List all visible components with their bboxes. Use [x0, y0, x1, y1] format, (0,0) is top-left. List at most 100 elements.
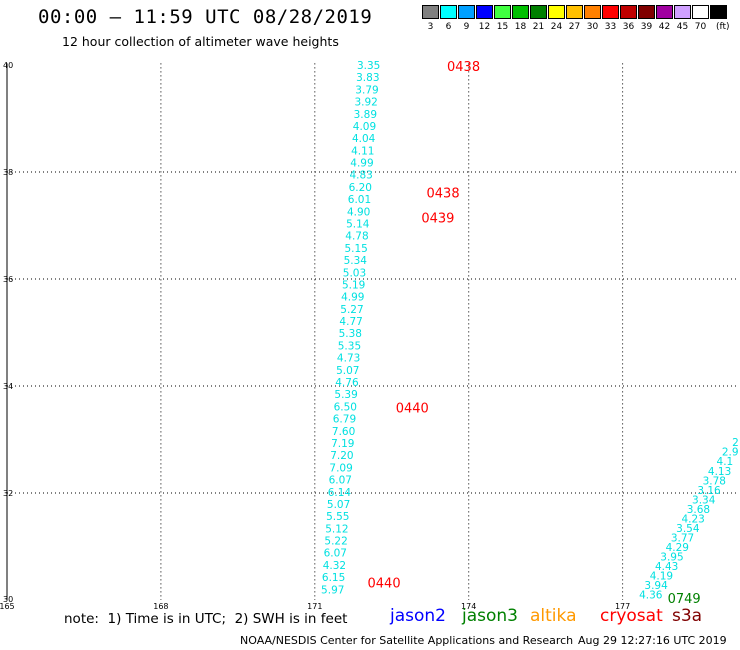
wave-height-value: 3.34 — [692, 494, 716, 506]
map-subtitle: 12 hour collection of altimeter wave hei… — [62, 34, 339, 49]
wave-height-value: 4.76 — [335, 377, 359, 389]
legend-swatch — [674, 5, 691, 19]
wave-height-value: 6.07 — [329, 475, 352, 487]
legend-swatch — [602, 5, 619, 19]
wave-height-value: 4.19 — [650, 571, 673, 583]
wave-height-value: 3.77 — [671, 532, 694, 544]
legend-swatch-label: 15 — [496, 22, 509, 32]
legend-swatch-label: 33 — [604, 22, 617, 32]
longitude-tick-label: 174 — [461, 602, 476, 611]
wave-height-value: 3.68 — [687, 504, 710, 516]
wave-height-value: 5.03 — [343, 267, 366, 279]
wave-height-value: 5.27 — [340, 304, 363, 316]
wave-height-value: 6.07 — [324, 548, 347, 560]
wave-height-value: 3.83 — [356, 72, 379, 84]
wave-height-value: 3.78 — [703, 475, 726, 487]
legend-swatch-label: 70 — [694, 22, 707, 32]
wave-height-value: 4.09 — [353, 121, 376, 133]
pass-time-label: 0440 — [368, 576, 401, 591]
wave-height-value: 7.09 — [329, 462, 352, 474]
latitude-tick-label: 38 — [3, 168, 13, 177]
wave-height-value: 5.97 — [321, 584, 344, 596]
wave-height-value: 4.78 — [345, 231, 368, 243]
wave-height-value: 4.43 — [655, 561, 678, 573]
wave-height-value: 4.23 — [681, 513, 704, 525]
wave-height-value: 5.07 — [336, 365, 359, 377]
longitude-tick-label: 168 — [153, 602, 168, 611]
wave-height-value: 7.20 — [330, 450, 353, 462]
map-axes: 30 32 34 36 38 40 165 168 171 174 177 — [0, 61, 630, 611]
wave-height-value: 3.79 — [355, 84, 378, 96]
wave-height-value: 2.9 — [722, 447, 739, 459]
legend-swatch-label: 18 — [514, 22, 527, 32]
wave-height-value: 5.39 — [334, 389, 357, 401]
wave-height-value: 3.54 — [676, 523, 700, 535]
legend-swatch-label: 39 — [640, 22, 653, 32]
legend-swatch-label: 24 — [550, 22, 563, 32]
legend-swatch — [548, 5, 565, 19]
wave-height-value: 6.50 — [334, 401, 357, 413]
latitude-tick-label: 32 — [3, 489, 13, 498]
legend-swatch — [566, 5, 583, 19]
pass-time-label: 0438 — [447, 60, 480, 75]
wave-height-value: 4.36 — [639, 590, 663, 602]
wave-height-value: 6.20 — [349, 182, 372, 194]
legend-swatch — [476, 5, 493, 19]
wave-height-value: 5.07 — [327, 499, 350, 511]
satellite-label-s3a: s3a — [672, 606, 703, 626]
wave-height-value: 5.19 — [342, 279, 365, 291]
latitude-tick-label: 34 — [3, 382, 13, 391]
wave-height-value: 5.14 — [346, 219, 370, 231]
wave-height-value: 4.1 — [717, 456, 734, 468]
legend-swatch — [530, 5, 547, 19]
wave-height-value: 5.34 — [344, 255, 368, 267]
latitude-tick-label: 30 — [3, 595, 13, 604]
wave-height-value: 7.60 — [332, 426, 355, 438]
wave-height-value: 4.32 — [323, 560, 346, 572]
footer-timestamp: Aug 29 12:27:16 UTC 2019 — [578, 634, 727, 647]
legend-swatch-label: 27 — [568, 22, 581, 32]
satellite-label-altika: altika — [530, 606, 577, 626]
wave-height-value: 3.35 — [357, 60, 380, 72]
legend-swatch — [422, 5, 439, 19]
legend-swatch — [512, 5, 529, 19]
pass-time-label: 0438 — [427, 186, 460, 201]
longitude-tick-label: 171 — [307, 602, 322, 611]
wave-height-value: 7.19 — [331, 438, 354, 450]
legend-swatch — [584, 5, 601, 19]
wave-height-value: 6.01 — [348, 194, 371, 206]
wave-height-value: 4.90 — [347, 206, 370, 218]
legend-swatch — [494, 5, 511, 19]
wave-height-value: 4.83 — [349, 170, 372, 182]
latitude-tick-label: 36 — [3, 275, 13, 284]
legend-swatch — [656, 5, 673, 19]
wave-height-value: 6.15 — [322, 572, 345, 584]
wave-height-value: 5.35 — [338, 340, 361, 352]
longitude-tick-label: 177 — [615, 602, 630, 611]
wave-height-value: 4.13 — [708, 466, 731, 478]
pass-time-labels: 0438 0438 0439 0440 0440 0749 — [368, 60, 701, 607]
wave-height-value: 4.04 — [352, 133, 376, 145]
legend-swatch-label: 6 — [445, 22, 452, 32]
satellite-label-jason3: jason3 — [462, 606, 518, 626]
legend-swatch-label: 30 — [586, 22, 599, 32]
wave-height-value: 2 — [732, 437, 739, 449]
legend-swatch — [710, 5, 727, 19]
footer-note: note: 1) Time is in UTC; 2) SWH is in fe… — [64, 611, 348, 627]
legend-swatch — [458, 5, 475, 19]
legend-swatch-label: 45 — [676, 22, 689, 32]
wave-height-value: 4.73 — [337, 353, 360, 365]
wave-height-value: 4.29 — [666, 542, 689, 554]
wave-height-value: 5.22 — [324, 536, 347, 548]
satellite-label-cryosat: cryosat — [600, 606, 663, 626]
altimeter-tracks: 3.353.833.793.923.894.094.044.114.994.83… — [321, 60, 739, 602]
wave-height-value: 5.12 — [325, 523, 348, 535]
legend-swatch — [692, 5, 709, 19]
legend-swatch — [620, 5, 637, 19]
legend-swatch-label: 3 — [427, 22, 434, 32]
wave-height-value: 4.99 — [350, 158, 373, 170]
legend-swatch-label: 21 — [532, 22, 545, 32]
wave-height-value: 3.89 — [354, 109, 377, 121]
wave-height-value: 3.92 — [354, 97, 377, 109]
